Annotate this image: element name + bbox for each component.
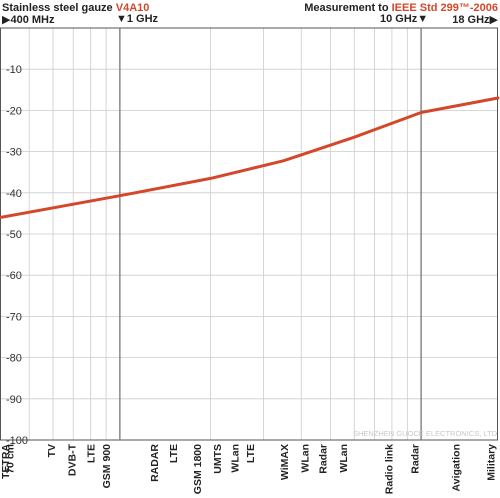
left-title-accent: V4A10 [115,2,150,14]
freq-10g-label: 10 GHz▼ [380,13,429,25]
bottom-label: 70 cm [5,444,17,474]
bottom-label: LTE [168,444,180,463]
y-tick-label: -40 [6,188,22,200]
bottom-label: GSM 1800 [192,444,204,494]
bottom-label: Avigation [450,444,462,491]
bottom-label: DVB-T [66,443,78,476]
y-tick-label: -80 [6,353,22,365]
watermark: SHENZHEN GUOCE ELECTRONICS, LTD [353,429,498,438]
bottom-label: TV [46,444,58,457]
freq-400-label: ▶400 MHz [2,14,55,26]
right-title-text: Measurement to [304,2,389,14]
bottom-label: LTE [245,444,257,463]
bottom-label: Radio link [384,444,396,494]
bottom-label: WiMAX [279,444,291,480]
freq-18g-label: 18 GHz▶ [452,14,498,26]
bottom-label: WLan [338,444,350,473]
bottom-label: Radar [409,444,421,474]
bottom-label: TETRA [0,444,12,479]
bottom-label: WLan [300,444,312,473]
y-tick-label: -60 [6,270,22,282]
series [0,96,500,219]
y-tick-label: -10 [6,64,22,76]
y-tick-labels: -10 -20 -30 -40 -50 -60 -70 -80 -90 -100 [6,64,28,447]
plot-frame [0,27,498,441]
bottom-label: LTE [86,444,98,463]
y-tick-label: -50 [6,229,22,241]
right-title: Measurement to IEEE Std 299™-2006 [304,2,498,14]
bottom-label: GSM 900 [101,444,113,489]
bottom-label: RADAR [149,444,161,482]
right-title-accent: IEEE Std 299™-2006 [391,2,498,14]
y-tick-label: -100 [6,435,28,447]
frequency-marker-lines [119,28,422,440]
y-tick-label: -70 [6,311,22,323]
y-tick-label: -90 [6,394,22,406]
bottom-label: Radar [317,444,329,474]
y-tick-label: -30 [6,147,22,159]
grid [0,27,498,441]
series-line [0,96,500,219]
bottom-label: Military [486,444,498,481]
left-title: Stainless steel gauze V4A10 [2,2,149,14]
y-tick-label: -20 [6,105,22,117]
bottom-label: WLan [229,444,241,473]
left-title-text: Stainless steel gauze [2,2,113,14]
freq-1g-label: ▼1 GHz [116,13,159,25]
bottom-label: UMTS [212,444,224,474]
